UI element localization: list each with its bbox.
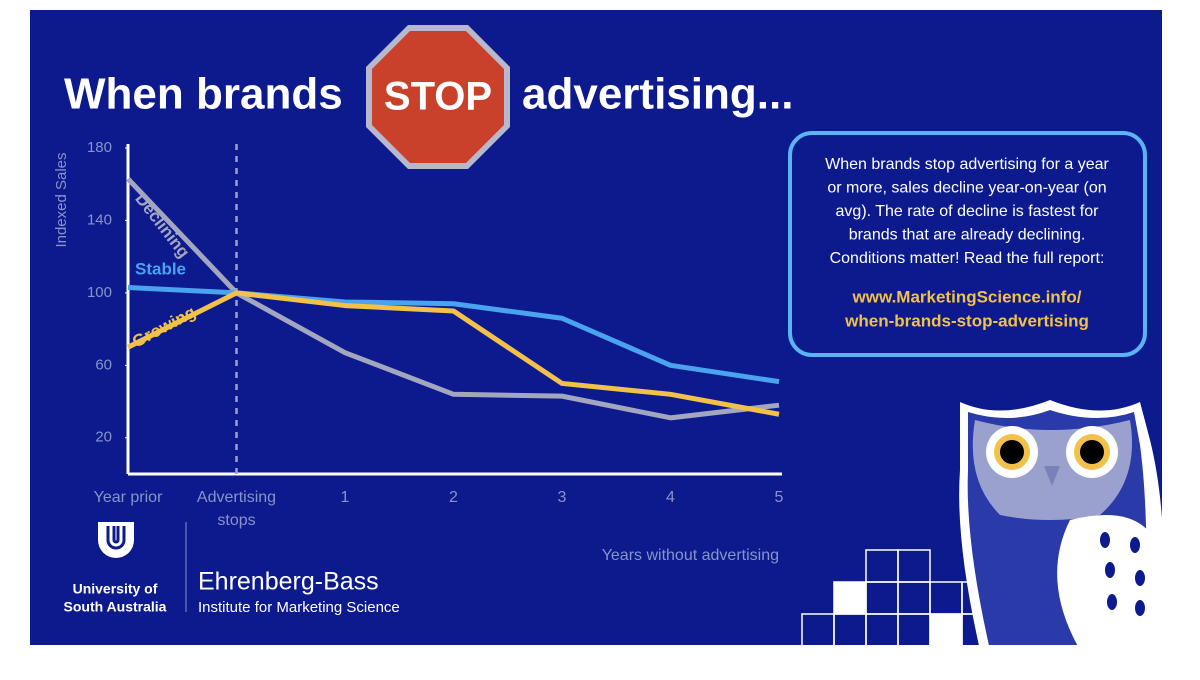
unisa-name: University of xyxy=(73,581,158,597)
info-text: or more, sales decline year-on-year (on xyxy=(827,180,1106,197)
shield xyxy=(98,522,134,558)
y-tick-label: 140 xyxy=(87,211,112,228)
unisa-logo xyxy=(98,522,134,558)
series-label: Stable xyxy=(135,259,186,278)
y-tick-label: 60 xyxy=(95,356,112,373)
x-tick-label: 1 xyxy=(341,489,350,506)
y-tick-label: 20 xyxy=(95,429,112,446)
info-link: www.MarketingScience.info/ xyxy=(852,287,1082,306)
info-link: when-brands-stop-advertising xyxy=(844,311,1089,330)
y-axis-label: Indexed Sales xyxy=(53,152,70,247)
x-tick-label: 3 xyxy=(558,489,567,506)
ehrenberg-name: Ehrenberg-Bass xyxy=(198,568,379,596)
x-tick-label: 2 xyxy=(449,489,458,506)
owl xyxy=(959,400,1162,645)
series-line xyxy=(126,290,780,417)
content: When brands STOP advertising... xyxy=(64,25,1162,645)
stop-sign xyxy=(372,31,504,163)
info-text: avg). The rate of decline is fastest for xyxy=(836,203,1100,220)
shield-mark xyxy=(106,526,126,550)
x-axis-label: Years without advertising xyxy=(602,547,779,564)
institute-name: Institute for Marketing Science xyxy=(198,599,400,616)
info-box xyxy=(788,131,1147,357)
info-text: When brands stop advertising for a year xyxy=(825,156,1109,173)
x-tick-label: 4 xyxy=(666,489,675,506)
title-before: When brands xyxy=(64,70,343,119)
info-text: Conditions matter! Read the full report: xyxy=(830,250,1105,267)
y-tick-label: 100 xyxy=(87,284,112,301)
y-tick-label: 180 xyxy=(87,139,112,156)
x-tick-label: Advertising stops xyxy=(197,489,276,529)
title-after: advertising... xyxy=(522,70,793,119)
unisa-name: South Australia xyxy=(64,599,167,615)
x-tick-label: Year prior xyxy=(94,489,163,506)
info-text: brands that are already declining. xyxy=(849,227,1086,244)
x-tick-label: 5 xyxy=(775,489,784,506)
stop-text: STOP xyxy=(384,75,492,119)
